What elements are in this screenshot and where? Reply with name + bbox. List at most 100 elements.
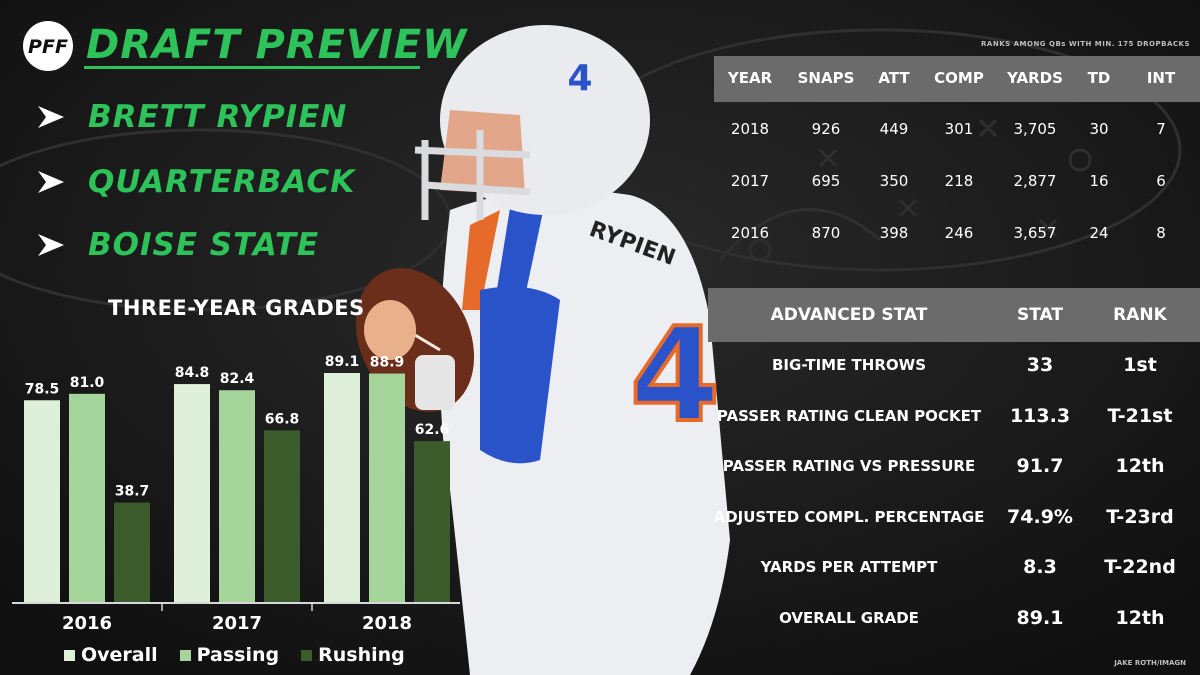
table-cell: 6	[1156, 172, 1166, 190]
bar-passing-2018	[369, 373, 405, 602]
table-cell: 1st	[1123, 354, 1157, 376]
table-cell: 8	[1156, 224, 1166, 242]
table-cell: 2018	[730, 120, 770, 138]
table-cell: BIG-TIME THROWS	[772, 356, 926, 374]
column-header: ATT	[878, 69, 910, 87]
legend-item-passing: Passing	[179, 644, 280, 666]
season-stats-header: YEAR SNAPS ATT COMP YARDS TD INT	[714, 56, 1200, 102]
photo-credit: JAKE ROTH/IMAGN	[1114, 659, 1186, 667]
helmet-number: 4	[567, 58, 592, 99]
data-label: 88.9	[370, 355, 405, 371]
table-row: ADJUSTED COMPL. PERCENTAGE 74.9% T-23rd	[708, 506, 1200, 532]
data-label: 62.6	[415, 422, 450, 438]
table-cell: 7	[1156, 120, 1166, 138]
chevron-right-icon	[38, 171, 64, 193]
category-label: 2017	[212, 613, 262, 634]
table-cell: 8.3	[1023, 556, 1057, 579]
legend-label: Overall	[81, 644, 158, 666]
column-header: TD	[1087, 69, 1111, 87]
bar-overall-2018	[324, 373, 360, 602]
table-cell: 74.9%	[1007, 505, 1073, 528]
data-label: 66.8	[265, 411, 300, 427]
player-school: BOISE STATE	[88, 227, 320, 263]
table-cell: 2,877	[1013, 172, 1057, 190]
bar-overall-2017	[174, 384, 210, 602]
category-label: 2018	[362, 613, 412, 634]
chevron-right-icon	[38, 106, 64, 128]
table-cell: OVERALL GRADE	[779, 609, 919, 627]
table-cell: 695	[811, 172, 841, 190]
data-label: 84.8	[175, 365, 210, 381]
legend-swatch	[301, 649, 313, 661]
table-row: 2016 870 398 246 3,657 24 8	[714, 224, 1200, 246]
table-cell: 246	[944, 224, 974, 242]
table-cell: 33	[1026, 354, 1054, 376]
table-row: 2017 695 350 218 2,877 16 6	[714, 172, 1200, 194]
table-cell: 12th	[1115, 455, 1165, 478]
table-cell: T-21st	[1107, 404, 1173, 427]
column-header: INT	[1146, 69, 1176, 87]
table-cell: 301	[944, 120, 974, 138]
table-cell: 926	[811, 120, 841, 138]
column-header: STAT	[1017, 305, 1063, 325]
bar-rushing-2016	[114, 502, 150, 602]
column-header: YEAR	[727, 69, 773, 87]
data-label: 78.5	[25, 381, 60, 397]
legend-item-overall: Overall	[64, 644, 158, 666]
column-header: COMP	[934, 69, 984, 87]
category-label: 2016	[62, 613, 112, 634]
table-cell: 16	[1089, 172, 1109, 190]
svg-text:PFF: PFF	[28, 36, 68, 58]
table-cell: PASSER RATING VS PRESSURE	[722, 457, 976, 476]
title-underline	[84, 66, 420, 69]
advanced-stats-header: ADVANCED STAT STAT RANK	[708, 288, 1200, 342]
table-cell: 449	[879, 120, 909, 138]
grades-bar-chart: 78.5 81.0 38.7 2016 84.8 82.4 66.8 2017 89.1 88.9…	[12, 354, 460, 634]
table-cell: 89.1	[1016, 607, 1064, 629]
chevron-right-icon	[38, 234, 64, 256]
table-row: PASSER RATING VS PRESSURE 91.7 12th	[708, 455, 1200, 481]
table-cell: 350	[879, 172, 909, 190]
ranks-note: RANKS AMONG QBs WITH MIN. 175 DROPBACKS	[981, 40, 1190, 48]
info-position: QUARTERBACK	[36, 162, 355, 202]
bar-overall-2016	[24, 400, 60, 602]
table-row: BIG-TIME THROWS 33 1st	[708, 354, 1200, 380]
chart-legend: Overall Passing Rushing	[64, 644, 405, 666]
bar-passing-2016	[69, 393, 105, 602]
legend-item-rushing: Rushing	[301, 644, 405, 666]
bar-rushing-2017	[264, 430, 300, 602]
data-label: 89.1	[325, 354, 360, 370]
table-cell: 30	[1089, 120, 1109, 138]
table-cell: 113.3	[1009, 404, 1071, 427]
table-cell: 24	[1089, 224, 1109, 242]
column-header: SNAPS	[797, 69, 855, 87]
column-header: YARDS	[1007, 69, 1063, 87]
table-cell: 91.7	[1016, 455, 1064, 478]
chart-title: THREE-YEAR GRADES	[108, 296, 365, 320]
table-cell: T-22nd	[1104, 556, 1176, 579]
table-cell: 870	[811, 224, 841, 242]
legend-label: Rushing	[318, 644, 405, 666]
legend-label: Passing	[196, 644, 280, 666]
info-school: BOISE STATE	[36, 225, 319, 265]
table-cell: 3,657	[1013, 224, 1057, 242]
table-row: 2018 926 449 301 3,705 30 7	[714, 120, 1200, 142]
info-player-name: BRETT RYPIEN	[36, 97, 347, 137]
page-title: DRAFT PREVIEW	[86, 22, 468, 68]
table-cell: 2017	[730, 172, 770, 190]
table-cell: YARDS PER ATTEMPT	[760, 558, 938, 577]
column-header: RANK	[1113, 305, 1167, 325]
legend-swatch	[64, 649, 75, 661]
data-label: 81.0	[70, 375, 105, 391]
table-cell: 12th	[1115, 607, 1165, 629]
table-cell: 3,705	[1013, 120, 1057, 138]
pff-logo: PFF	[23, 21, 73, 71]
bar-rushing-2018	[414, 441, 450, 602]
player-name: BRETT RYPIEN	[88, 99, 348, 135]
jersey-number: 4	[630, 299, 720, 451]
table-cell: 2016	[730, 224, 770, 242]
column-header: ADVANCED STAT	[770, 305, 928, 325]
table-row: YARDS PER ATTEMPT 8.3 T-22nd	[708, 556, 1200, 582]
player-position: QUARTERBACK	[88, 164, 356, 200]
bar-passing-2017	[219, 390, 255, 602]
